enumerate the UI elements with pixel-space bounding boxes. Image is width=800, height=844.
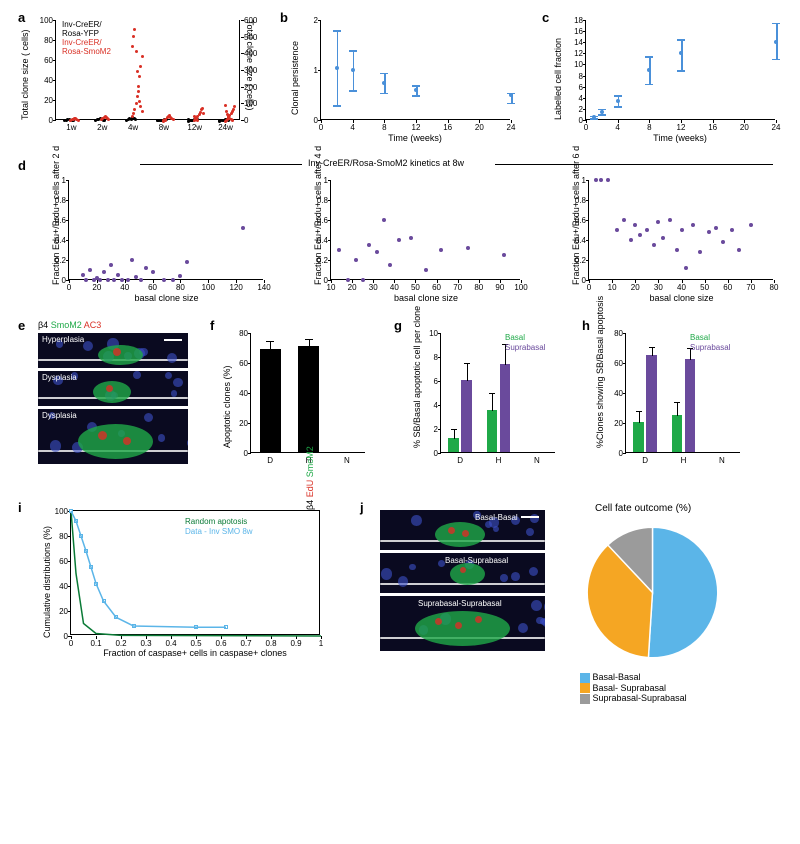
d-title: Inv-CreER/Rosa-SmoM2 kinetics at 8w: [308, 158, 464, 168]
legend-a1b: Rosa-YFP: [62, 29, 99, 38]
chart-d2: 00.20.40.60.81102030405060708090100Fract…: [330, 180, 520, 280]
marker-j: β4 EdU SmoM2: [365, 446, 375, 510]
legend-i1: Random apotosis: [185, 517, 247, 526]
j-sub2: Basal-Suprabasal: [445, 556, 508, 565]
e-sub1: Hyperplasia: [42, 335, 84, 344]
ylabel-a: Total clone size ( cells): [20, 20, 30, 120]
legend-i2: Data - Inv SMO 8w: [185, 527, 253, 536]
legend-h1: Basal: [690, 333, 710, 342]
legend-h2: Suprabasal: [690, 343, 730, 352]
panel-label-e: e: [18, 318, 25, 333]
ylabel-f: Apoptotic clones (%): [222, 338, 232, 448]
pie-legend: Basal-Basal Basal- Suprabasal Suprabasal…: [580, 672, 687, 704]
panel-label-j: j: [360, 500, 364, 515]
j-sub1: Basal-Basal: [475, 513, 518, 522]
legend-g2: Suprabasal: [505, 343, 545, 352]
chart-d1: 00.20.40.60.81020406080100120140Fraction…: [68, 180, 263, 280]
micrograph-j1: [380, 510, 545, 550]
panel-label-g: g: [394, 318, 402, 333]
e-sub2: Dysplasia: [42, 373, 77, 382]
chart-c: 02468101214161804812162024: [585, 20, 775, 120]
panel-label-d: d: [18, 158, 26, 173]
pie-chart-j: [580, 520, 725, 665]
chart-d3: 00.20.40.60.8101020304050607080Fraction …: [588, 180, 773, 280]
panel-label-i: i: [18, 500, 22, 515]
legend-a2: Inv-CreER/: [62, 38, 102, 47]
ylabel-i: Cumulative distributions (%): [42, 508, 52, 638]
ylabel-g: % SB/Basal apoptotic cell per clone: [412, 338, 422, 448]
ylabel-a-right: Total clone size ( cells): [245, 20, 255, 120]
panel-label-c: c: [542, 10, 549, 25]
xlabel-b: Time (weeks): [380, 133, 450, 143]
pie-title: Cell fate outcome (%): [595, 503, 691, 514]
legend-g1: Basal: [505, 333, 525, 342]
chart-f: 020406080DHN: [250, 333, 365, 453]
j-sub3: Suprabasal-Suprabasal: [418, 599, 502, 608]
ylabel-c: Labelled cell fraction: [553, 20, 563, 120]
title-line-left: [140, 164, 302, 165]
title-line-right: [495, 164, 773, 165]
xlabel-c: Time (weeks): [645, 133, 715, 143]
xlabel-i: Fraction of caspase+ cells in caspase+ c…: [100, 648, 290, 658]
ylabel-b: Clonal persistence: [290, 25, 300, 115]
legend-a2b: Rosa-SmoM2: [62, 47, 111, 56]
panel-label-b: b: [280, 10, 288, 25]
e-sub3: Dysplasia: [42, 411, 77, 420]
legend-a1: Inv-CreER/: [62, 20, 102, 29]
panel-label-h: h: [582, 318, 590, 333]
panel-label-f: f: [210, 318, 214, 333]
ylabel-h: %Clones showing SB/Basal apoptosis: [595, 338, 605, 448]
chart-b: 01204812162024: [320, 20, 510, 120]
marker-e1: β4 SmoM2 AC3: [38, 320, 101, 330]
